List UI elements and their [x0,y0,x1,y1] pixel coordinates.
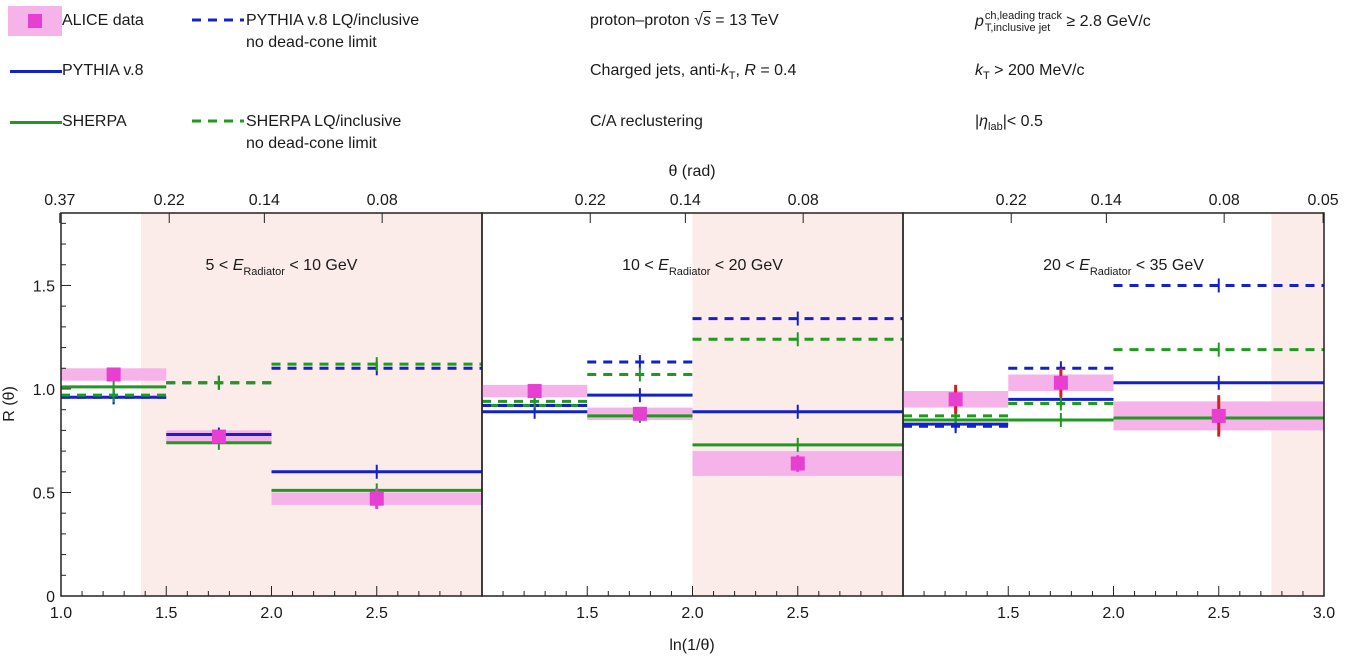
x-tick-label: 2.0 [260,605,282,622]
top-tick-label: 0.08 [788,192,819,209]
y-tick-label: 1.5 [33,278,55,295]
pythia-lq-legend-label-2: no dead-cone limit [246,34,377,51]
x-tick-label: 1.5 [155,605,177,622]
sherpa-lq-legend-label: SHERPA LQ/inclusive [246,113,402,130]
alice-point [948,392,963,407]
top-tick-label: 0.08 [1209,192,1240,209]
alice-legend-symbol [8,6,62,36]
shaded-region [692,213,903,596]
pythia-legend-symbol [10,70,62,73]
top-tick-label: 0.14 [670,192,701,209]
top-tick-label: 0.14 [249,192,280,209]
top-tick-label: 0.22 [575,192,606,209]
panel-label: 5 < ERadiator < 10 GeV [206,257,358,278]
alice-legend-label: ALICE data [62,12,144,29]
y-axis-title: R (θ) [1,386,18,422]
jets-info: Charged jets, anti-kT, R = 0.4 [590,62,797,83]
alice-point [632,406,647,421]
sherpa-legend-label: SHERPA [62,113,127,130]
pt-info: p ch,leading track T,inclusive jet ≥ 2.8 G… [975,10,1151,34]
top-tick-label: 0.22 [154,192,185,209]
y-tick-label: 0 [46,589,55,606]
y-tick-label: 0.5 [33,485,55,502]
eta-info: |ηlab|< 0.5 [975,113,1043,134]
x-tick-label: 1.5 [576,605,598,622]
x-tick-label: 2.0 [1102,605,1124,622]
x-tick-label: 1.5 [997,605,1019,622]
shaded-region [140,213,483,596]
top-tick-label: 0.08 [367,192,398,209]
sherpa-lq-legend-label-2: no dead-cone limit [246,135,377,152]
x-tick-label: 2.5 [787,605,809,622]
top-tick-label: 0.37 [44,192,75,209]
sherpa-legend-symbol [10,121,62,124]
x-axis-title: ln(1/θ) [669,637,714,654]
alice-point [527,384,542,399]
kt-info: kT > 200 MeV/c [975,62,1085,83]
x-tick-label: 1.0 [50,605,72,622]
collision-info: proton–proton √s = 13 TeV [590,12,779,29]
x-tick-label: 3.0 [1313,605,1335,622]
alice-point [1211,408,1226,423]
legend: ALICE data PYTHIA v.8 SHERPA PYTHIA v.8 … [0,0,1364,170]
recluster-info: C/A reclustering [590,113,703,130]
alice-point [369,491,384,506]
x-tick-label: 2.0 [681,605,703,622]
top-tick-label: 0.05 [1308,192,1339,209]
top-axis-title: θ (rad) [668,163,715,180]
top-tick-label: 0.14 [1091,192,1122,209]
top-tick-label: 0.22 [996,192,1027,209]
alice-point [790,456,805,471]
pythia-legend-label: PYTHIA v.8 [62,62,144,79]
panel-label: 20 < ERadiator < 35 GeV [1043,257,1204,278]
alice-point [106,367,121,382]
x-tick-label: 2.5 [1208,605,1230,622]
alice-point [1053,375,1068,390]
panel-label: 10 < ERadiator < 20 GeV [622,257,783,278]
pythia-lq-legend-symbol [192,18,244,22]
x-tick-label: 2.5 [366,605,388,622]
sherpa-lq-legend-symbol [192,119,244,123]
pythia-lq-legend-label: PYTHIA v.8 LQ/inclusive [246,12,420,29]
y-tick-label: 1.0 [33,382,55,399]
alice-point [211,429,226,444]
